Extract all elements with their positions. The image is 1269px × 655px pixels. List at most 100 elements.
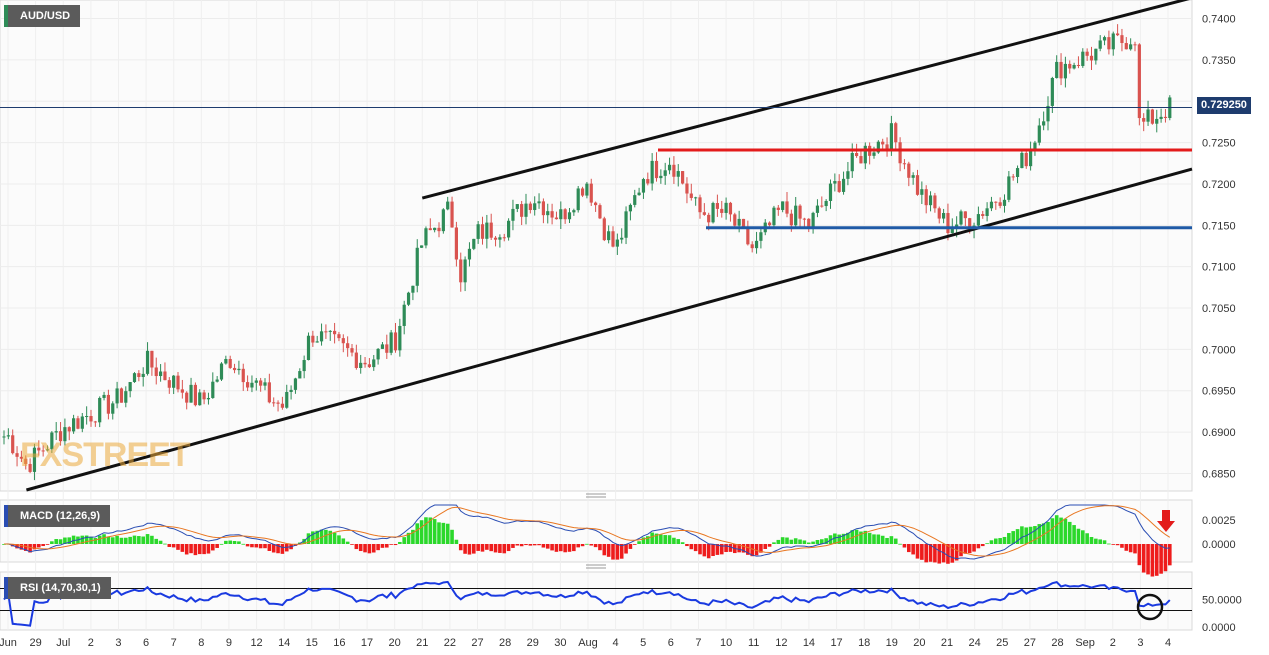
macd-histogram-bar [150,535,154,544]
macd-histogram-bar [93,538,98,544]
macd-histogram-bar [280,544,285,554]
candle-body [206,397,211,400]
candle-body [942,212,946,219]
macd-histogram-bar [545,544,550,549]
macd-histogram-bar [698,544,702,555]
candle-body [724,202,728,213]
candle-body [32,447,37,472]
candle-body [254,380,258,383]
candle-body [511,208,515,221]
candle-body [876,141,880,153]
candle-body [472,238,476,249]
price-tick-label: 0.7050 [1202,303,1236,315]
x-tick-label: 16 [333,637,345,649]
candle-body [137,373,141,377]
macd-histogram-bar [32,544,37,550]
macd-histogram-bar [911,544,915,555]
candle-body [815,205,820,213]
macd-panel-title[interactable]: MACD (12,26,9) [4,505,111,527]
macd-histogram-bar [611,544,615,560]
candle-body [176,375,180,390]
candle-body [1129,44,1133,50]
macd-histogram-bar [71,535,76,544]
candle-body [350,348,354,353]
macd-histogram-bar [428,517,433,544]
candle-body [1037,125,1041,143]
candle-body [559,209,563,220]
candle-body [424,228,428,246]
macd-histogram-bar [110,537,115,544]
candle-body [637,192,641,196]
x-tick-label: 5 [640,637,646,649]
macd-histogram-bar [994,538,998,544]
macd-histogram-bar [863,530,868,544]
panel-resize-handle[interactable] [586,564,606,569]
macd-histogram-bar [389,544,393,545]
candle-body [937,208,941,219]
candle-body [489,222,493,238]
price-tick-label: 0.7250 [1202,138,1236,150]
candle-body [285,391,289,408]
candle-body [789,213,793,226]
candle-body [145,350,150,374]
candle-body [272,402,276,404]
candle-body [855,153,859,157]
macd-histogram-bar [371,544,376,553]
panel-resize-handle[interactable] [586,493,606,498]
macd-histogram-bar [393,544,398,546]
macd-histogram-bar [811,541,815,544]
candle-body [685,183,689,194]
macd-histogram-bar [206,544,211,554]
candle-body [6,435,10,437]
candle-body [933,195,937,209]
candle-body [1094,48,1098,61]
macd-histogram-bar [746,544,750,555]
x-tick-label: 27 [471,637,483,649]
candle-body [798,205,802,219]
candle-body [311,335,315,343]
candle-body [820,205,824,207]
candle-body [707,214,711,223]
macd-series [2,504,1175,577]
candle-body [1020,152,1024,169]
macd-histogram-bar [815,540,820,544]
candle-body [920,189,924,195]
macd-histogram-bar [450,529,454,544]
candle-body [1055,61,1059,78]
price-panel-title[interactable]: AUD/USD [4,5,81,27]
rsi-highlight-circle [1136,593,1164,621]
candle-body [589,183,593,203]
candle-body [402,304,406,326]
candle-body [150,350,154,368]
macd-histogram-bar [572,544,576,552]
macd-histogram-bar [598,544,602,551]
macd-histogram-bar [224,540,228,544]
candle-body [828,183,833,201]
candle-body [1068,63,1072,69]
macd-histogram-bar [193,544,198,556]
macd-histogram-bar [559,544,563,552]
x-tick-label: 3 [1137,637,1143,649]
macd-histogram-bar [84,535,89,544]
candle-body [115,388,119,404]
candle-body [15,453,19,457]
candle-body [659,175,663,179]
macd-histogram-bar [1146,544,1150,575]
macd-histogram-bar [476,544,480,551]
x-tick-label: 7 [695,637,701,649]
macd-histogram-bar [128,536,132,544]
macd-histogram-bar [19,544,24,550]
candle-body [741,218,746,227]
rsi-panel-title[interactable]: RSI (14,70,30,1) [4,577,111,599]
candle-body [72,418,76,432]
macd-histogram-bar [376,544,380,551]
candle-body [193,384,197,406]
candle-body [968,218,972,229]
candle-body [928,195,933,206]
candle-body [267,382,271,403]
macd-histogram-bar [754,544,759,556]
macd-histogram-bar [676,539,681,544]
candle-body [1050,77,1054,106]
candle-body [750,244,754,249]
